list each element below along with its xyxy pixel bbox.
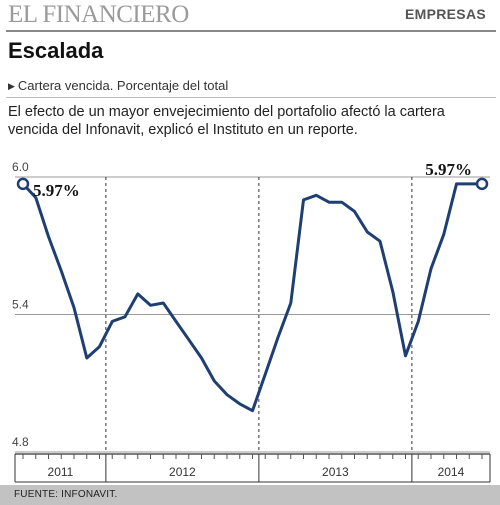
y-tick-label: 5.4	[12, 298, 29, 312]
data-label: 5.97%	[425, 160, 472, 179]
source-text: FUENTE: INFONAVIT.	[14, 489, 118, 500]
chart-subtitle: ▶ Cartera vencida. Porcentaje del total	[8, 78, 228, 93]
header-rule	[6, 30, 496, 32]
source-footer: FUENTE: INFONAVIT.	[0, 485, 500, 505]
chart-description: El efecto de un mayor envejecimiento del…	[8, 104, 445, 138]
year-label: 2013	[322, 465, 349, 479]
section-label: EMPRESAS	[405, 6, 486, 22]
year-label: 2014	[438, 465, 465, 479]
year-label: 2011	[48, 465, 74, 479]
y-tick-label: 6.0	[12, 160, 29, 174]
chart-title: Escalada	[8, 38, 104, 63]
data-label: 5.97%	[33, 181, 80, 200]
brand-logo: EL FINANCIERO	[8, 1, 189, 28]
subtitle-rule	[6, 97, 496, 98]
year-label: 2012	[169, 465, 196, 479]
subtitle-text: Cartera vencida. Porcentaje del total	[17, 78, 229, 93]
header-bar: EL FINANCIERO EMPRESAS	[0, 0, 500, 30]
data-point-marker	[16, 177, 30, 191]
data-point-marker	[475, 177, 489, 191]
y-tick-label: 4.8	[12, 435, 29, 449]
triangle-icon: ▶	[8, 81, 15, 91]
series-line	[21, 182, 484, 413]
